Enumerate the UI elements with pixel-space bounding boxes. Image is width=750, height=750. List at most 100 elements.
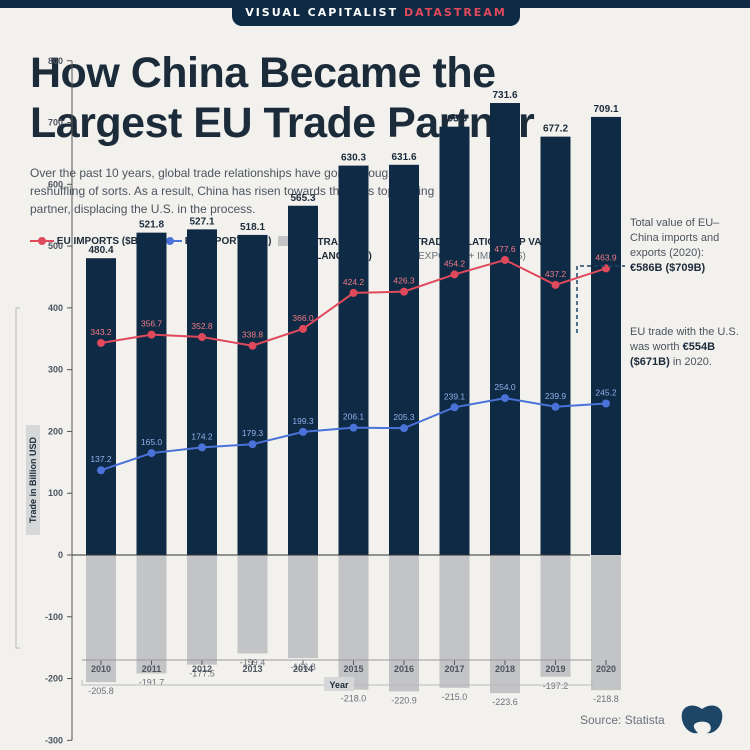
exports-point	[349, 423, 358, 432]
exports-point	[400, 424, 408, 433]
x-tick-label: 2019	[545, 664, 565, 674]
y-tick-label: -200	[45, 674, 63, 684]
value-bar	[540, 136, 571, 555]
balance-bar	[591, 555, 621, 691]
value-bar	[237, 234, 268, 555]
balance-bar	[288, 555, 318, 659]
annotation-connector	[576, 265, 625, 333]
exports-label: 239.9	[545, 391, 567, 401]
balance-label: -205.8	[88, 686, 114, 696]
balance-label: -220.9	[391, 695, 417, 705]
value-bar	[338, 165, 369, 556]
legend-balance: EU TRADE BALANCE ($B)	[278, 236, 372, 264]
x-tick-label: 2018	[495, 664, 515, 674]
exports-point	[551, 402, 560, 411]
imports-line	[100, 258, 607, 347]
balance-bar	[187, 555, 217, 665]
exports-point	[147, 449, 156, 458]
exports-label: 137.2	[90, 454, 112, 464]
balance-label: -166.8	[290, 662, 316, 672]
china-total-note: Total value of EU–China imports and expo…	[630, 216, 740, 276]
value-swatch-icon	[392, 236, 402, 246]
us-trade-value: €554B ($671B)	[630, 341, 716, 368]
value-label: 518.1	[240, 222, 265, 233]
exports-line	[100, 397, 607, 472]
x-tick-label: 2015	[343, 664, 363, 674]
brand-name: VISUAL CAPITALIST	[245, 6, 399, 19]
imports-point	[602, 264, 610, 273]
legend-balance-line2: BALANCE ($B)	[300, 251, 372, 262]
balance-bar	[389, 555, 419, 692]
balance-bar	[86, 555, 116, 683]
source-label: Source: Statista	[580, 713, 665, 727]
exports-label: 174.2	[191, 431, 213, 441]
imports-label: 463.9	[595, 252, 617, 262]
value-bar	[187, 229, 217, 556]
balance-bar	[490, 555, 520, 694]
legend-imports: EU IMPORTS ($B)	[30, 236, 141, 247]
x-tick-label: 2017	[444, 664, 464, 674]
imports-point	[147, 330, 156, 339]
exports-label: 239.1	[444, 391, 466, 401]
x-tick-label: 2011	[142, 664, 162, 674]
imports-point	[400, 287, 408, 296]
imports-label: 426.3	[393, 276, 415, 286]
china-total-text: Total value of EU–China imports and expo…	[630, 217, 720, 259]
exports-label: 199.3	[292, 416, 314, 426]
title-line-2: Largest EU Trade Partner	[30, 99, 535, 147]
legend-exports: EU EXPORTS ($B)	[158, 236, 271, 247]
imports-label: 356.7	[141, 319, 163, 329]
imports-label: 338.8	[242, 330, 264, 340]
y-axis-bracket	[15, 307, 20, 649]
exports-label: 165.0	[141, 437, 163, 447]
imports-point	[97, 338, 105, 347]
exports-point	[501, 394, 509, 403]
balance-label: -197.2	[543, 681, 569, 691]
value-label: 709.1	[593, 104, 618, 115]
balance-bar	[439, 555, 470, 688]
legend-imports-label: EU IMPORTS ($B)	[56, 236, 142, 247]
balance-bar	[540, 555, 571, 677]
exports-line-icon	[158, 237, 182, 246]
value-bar	[490, 103, 520, 555]
exports-label: 254.0	[494, 382, 516, 392]
x-tick-label: 2014	[293, 664, 313, 674]
exports-label: 179.3	[242, 428, 264, 438]
value-label: 631.6	[391, 152, 416, 163]
legend-exports-label: EU EXPORTS ($B)	[184, 236, 272, 247]
us-trade-note: EU trade with the U.S. was worth €554B (…	[630, 325, 740, 370]
balance-bar	[136, 555, 167, 674]
y-tick-label: 300	[48, 365, 63, 375]
exports-point	[299, 427, 307, 436]
exports-label: 206.1	[343, 412, 365, 422]
balance-label: -159.4	[240, 657, 266, 667]
balance-label: -215.0	[442, 692, 468, 702]
legend-balance-line1: EU TRADE	[300, 237, 352, 248]
y-axis-label: Trade in Billion USD	[28, 436, 38, 523]
x-axis-bracket	[81, 680, 593, 686]
legend-value: TRADE RELATIONSHIP VALUE (EXPORTS + IMPO…	[392, 236, 561, 264]
subtitle: Over the past 10 years, global trade rel…	[30, 166, 435, 216]
exports-point	[450, 403, 459, 412]
y-tick-label: 400	[48, 303, 63, 313]
legend-value-line1: TRADE RELATIONSHIP VALUE	[414, 237, 562, 248]
y-tick-label: 0	[58, 550, 63, 560]
imports-label: 352.8	[191, 321, 213, 331]
imports-point	[248, 341, 257, 350]
balance-label: -191.7	[139, 677, 165, 687]
value-label: 677.2	[543, 124, 568, 135]
y-tick-label: -300	[45, 735, 63, 745]
value-bar	[86, 258, 116, 555]
china-total-value: €586B ($709B)	[630, 262, 706, 274]
page-title: How China Became the Largest EU Trade Pa…	[30, 48, 535, 148]
imports-label: 366.0	[292, 313, 314, 323]
exports-point	[602, 399, 610, 408]
exports-point	[248, 440, 257, 449]
y-tick-label: 100	[48, 488, 63, 498]
x-axis-label: Year	[329, 680, 349, 690]
value-bar	[389, 164, 419, 555]
x-tick-label: 2016	[394, 664, 414, 674]
imports-point	[198, 333, 206, 342]
x-tick-label: 2020	[596, 664, 616, 674]
value-label: 521.8	[139, 220, 164, 231]
